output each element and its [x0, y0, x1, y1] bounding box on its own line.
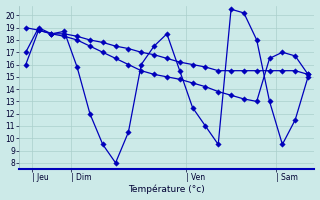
- X-axis label: Température (°c): Température (°c): [129, 185, 205, 194]
